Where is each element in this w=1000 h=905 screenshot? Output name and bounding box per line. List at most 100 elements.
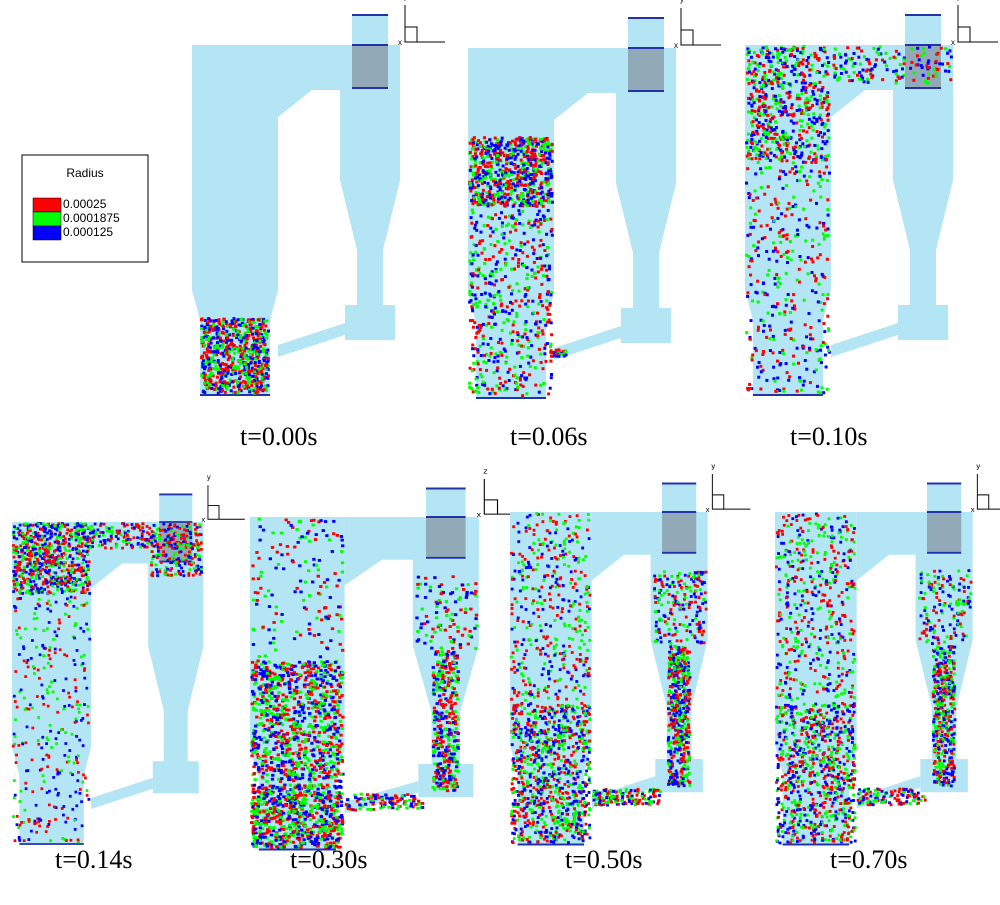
particle bbox=[509, 141, 512, 144]
particle bbox=[298, 520, 301, 523]
particle bbox=[76, 700, 79, 703]
particle bbox=[34, 563, 37, 566]
particle bbox=[222, 355, 225, 358]
particle bbox=[937, 52, 940, 55]
particle bbox=[482, 323, 485, 326]
particle bbox=[238, 323, 241, 326]
particle bbox=[52, 576, 55, 579]
particle bbox=[505, 262, 508, 265]
particle bbox=[45, 582, 48, 585]
particle bbox=[869, 73, 872, 76]
particle bbox=[221, 352, 224, 355]
particle bbox=[220, 376, 223, 379]
particle bbox=[55, 575, 58, 578]
particle bbox=[496, 369, 499, 372]
particle bbox=[65, 839, 68, 842]
particle bbox=[550, 349, 553, 352]
particle bbox=[754, 172, 757, 175]
particle bbox=[786, 92, 789, 95]
particle bbox=[540, 150, 543, 153]
particle bbox=[317, 575, 320, 578]
particle bbox=[756, 54, 759, 57]
particle bbox=[518, 213, 521, 216]
particle bbox=[504, 388, 507, 391]
particle bbox=[790, 259, 793, 262]
particle bbox=[758, 65, 761, 68]
particle bbox=[468, 260, 471, 263]
particle bbox=[531, 275, 534, 278]
particle bbox=[811, 271, 814, 274]
particle bbox=[184, 562, 187, 565]
particle bbox=[326, 578, 329, 581]
axis-label: y bbox=[680, 0, 684, 4]
particle bbox=[504, 171, 507, 174]
particle bbox=[546, 138, 549, 141]
particle bbox=[826, 179, 829, 182]
particle bbox=[498, 377, 501, 380]
particle bbox=[546, 157, 549, 160]
particle bbox=[185, 529, 188, 532]
particle bbox=[805, 368, 808, 371]
particle bbox=[824, 142, 827, 145]
particle bbox=[546, 342, 549, 345]
particle bbox=[771, 216, 774, 219]
particle bbox=[255, 716, 258, 719]
particle bbox=[56, 768, 59, 771]
particle bbox=[206, 381, 209, 384]
particle bbox=[776, 302, 779, 305]
particle bbox=[474, 157, 477, 160]
particle bbox=[791, 213, 794, 216]
particle bbox=[780, 255, 783, 258]
particle bbox=[49, 646, 52, 649]
particle bbox=[304, 581, 307, 584]
particle bbox=[339, 720, 342, 723]
particle bbox=[519, 204, 522, 207]
particle bbox=[776, 217, 779, 220]
particle bbox=[915, 64, 918, 67]
particle bbox=[748, 265, 751, 268]
particle bbox=[243, 349, 246, 352]
particle bbox=[776, 52, 779, 55]
particle bbox=[520, 299, 523, 302]
particle bbox=[482, 342, 485, 345]
particle bbox=[475, 229, 478, 232]
particle bbox=[253, 370, 256, 373]
particle bbox=[475, 193, 478, 196]
particle bbox=[55, 737, 58, 740]
particle bbox=[34, 628, 37, 631]
particle bbox=[16, 598, 19, 601]
particle bbox=[503, 204, 506, 207]
particle bbox=[294, 665, 297, 668]
particle bbox=[200, 318, 203, 321]
particle bbox=[536, 142, 539, 145]
particle bbox=[860, 50, 863, 53]
particle bbox=[477, 391, 480, 394]
particle bbox=[178, 548, 181, 551]
particle bbox=[826, 315, 829, 318]
particle bbox=[81, 562, 84, 565]
particle bbox=[845, 60, 848, 63]
particle bbox=[471, 274, 474, 277]
particle bbox=[772, 366, 775, 369]
particle bbox=[819, 131, 822, 134]
particle bbox=[20, 549, 23, 552]
particle bbox=[520, 244, 523, 247]
particle bbox=[78, 711, 81, 714]
particle bbox=[755, 73, 758, 76]
particle bbox=[470, 199, 473, 202]
particle bbox=[494, 137, 497, 140]
particle bbox=[50, 525, 53, 528]
particle bbox=[332, 520, 335, 523]
particle bbox=[760, 370, 763, 373]
particle bbox=[538, 153, 541, 156]
particle bbox=[747, 102, 750, 105]
particle bbox=[519, 365, 522, 368]
particle bbox=[796, 233, 799, 236]
particle bbox=[28, 708, 31, 711]
particle bbox=[262, 340, 265, 343]
particle bbox=[83, 703, 86, 706]
particle bbox=[207, 358, 210, 361]
particle bbox=[480, 193, 483, 196]
particle bbox=[231, 322, 234, 325]
particle bbox=[284, 718, 287, 721]
